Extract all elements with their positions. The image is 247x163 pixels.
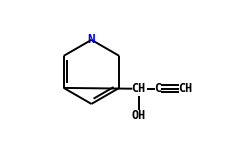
Text: OH: OH <box>132 109 146 122</box>
Text: C: C <box>154 82 162 95</box>
Text: CH: CH <box>132 82 146 95</box>
Text: CH: CH <box>178 82 192 95</box>
Text: N: N <box>88 33 95 46</box>
